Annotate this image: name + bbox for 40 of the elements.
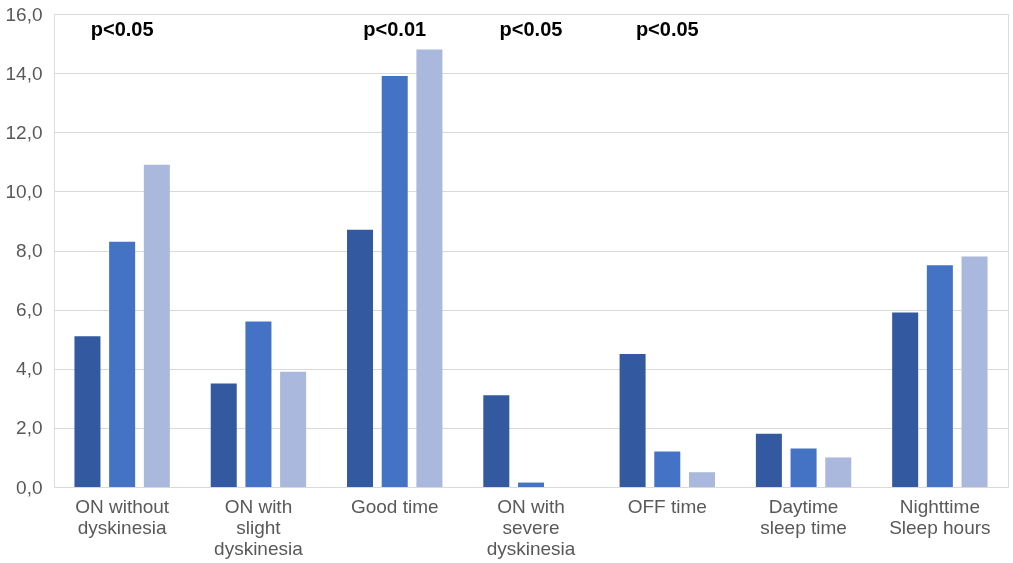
annotation: p<0.05 bbox=[635, 18, 699, 40]
y-tick-label: 12,0 bbox=[5, 121, 43, 143]
y-tick-label: 10,0 bbox=[5, 180, 43, 202]
x-tick-label: Good time bbox=[350, 495, 439, 517]
bar bbox=[517, 482, 545, 487]
bar bbox=[416, 49, 443, 487]
bar bbox=[688, 472, 715, 487]
y-tick-label: 4,0 bbox=[16, 358, 43, 380]
bar bbox=[892, 312, 919, 487]
bar bbox=[961, 256, 988, 487]
annotation: p<0.05 bbox=[90, 18, 154, 40]
y-tick-label: 6,0 bbox=[16, 299, 43, 321]
bar bbox=[280, 371, 307, 487]
bar bbox=[755, 433, 782, 487]
x-tick-label: Daytime sleep time bbox=[760, 495, 847, 538]
bar bbox=[619, 353, 646, 487]
x-tick-label: ON with slight dyskinesia bbox=[214, 495, 304, 559]
x-tick-label: Nighttime Sleep hours bbox=[889, 495, 991, 538]
y-tick-label: 8,0 bbox=[16, 240, 43, 261]
bar bbox=[926, 265, 953, 487]
bar bbox=[143, 164, 170, 487]
y-tick-label: 2,0 bbox=[16, 417, 43, 439]
bar bbox=[245, 321, 272, 487]
bar bbox=[825, 457, 852, 487]
bar bbox=[109, 241, 136, 487]
x-tick-label: ON with severe dyskinesia bbox=[486, 495, 576, 559]
x-tick-label: OFF time bbox=[627, 495, 707, 517]
bar bbox=[74, 336, 101, 487]
bar bbox=[347, 229, 374, 487]
bar bbox=[483, 395, 510, 487]
annotation: p<0.05 bbox=[499, 18, 563, 40]
y-tick-label: 14,0 bbox=[5, 62, 43, 84]
bar bbox=[210, 383, 237, 487]
x-tick-label: ON without dyskinesia bbox=[75, 495, 170, 538]
bar bbox=[790, 448, 817, 487]
y-tick-label: 16,0 bbox=[5, 3, 43, 25]
y-tick-label: 0,0 bbox=[16, 476, 43, 498]
bar bbox=[654, 451, 681, 487]
bar bbox=[381, 76, 408, 487]
annotation: p<0.01 bbox=[363, 18, 427, 40]
